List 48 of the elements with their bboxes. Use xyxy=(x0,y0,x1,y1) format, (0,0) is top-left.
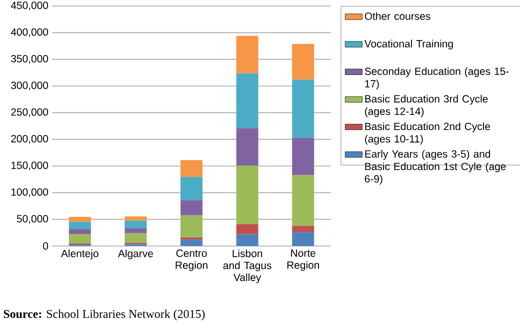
y-tick-label: 0 xyxy=(43,242,48,250)
bar xyxy=(180,200,202,216)
y-tick-label: 200,000 xyxy=(11,135,48,144)
text: Source: School Libraries Network (2015) xyxy=(4,310,205,320)
y-tick-label: 450,000 xyxy=(10,2,48,10)
bar xyxy=(292,175,314,226)
bar xyxy=(124,216,147,221)
bar xyxy=(236,234,258,246)
x-tick-label: Algarve xyxy=(118,250,153,260)
bar xyxy=(180,215,202,238)
bar xyxy=(292,138,314,176)
bar xyxy=(236,224,258,234)
bar xyxy=(180,176,202,200)
bar xyxy=(68,222,91,229)
legend-label: Basic Education 2nd Cycle (ages 10-11) xyxy=(365,122,490,145)
bar xyxy=(68,228,91,234)
x-tick-label: Lisbon and Tagus Valley xyxy=(223,250,272,284)
y-tick-label: 250,000 xyxy=(11,108,48,117)
bar xyxy=(180,240,202,246)
y-tick-label: 400,000 xyxy=(10,28,48,37)
bar xyxy=(236,36,258,74)
bar xyxy=(236,73,258,128)
bar xyxy=(236,165,258,224)
bar xyxy=(180,160,202,177)
bar xyxy=(124,220,147,228)
legend-label: Early Years (ages 3-5) and Basic Education 1st Cyle (age 6-9) xyxy=(364,150,506,185)
bar xyxy=(124,228,147,234)
bar xyxy=(292,80,314,138)
legend-label: Other courses xyxy=(364,12,430,20)
bar xyxy=(292,226,314,232)
bar xyxy=(180,237,202,240)
y-tick-label: 350,000 xyxy=(11,55,48,64)
x-tick-label: Alentejo xyxy=(61,250,98,260)
bar xyxy=(68,216,91,222)
y-tick-label: 300,000 xyxy=(11,82,48,90)
bar xyxy=(292,232,314,246)
bar xyxy=(124,233,147,243)
bar xyxy=(292,44,314,80)
y-tick-label: 50,000 xyxy=(16,215,48,224)
y-tick-label: 150,000 xyxy=(11,162,48,170)
bar xyxy=(68,234,91,244)
x-tick-label: Centro Region xyxy=(176,250,208,271)
bar xyxy=(236,128,258,166)
legend-label: Vocational Training xyxy=(364,40,453,50)
y-tick-label: 100,000 xyxy=(11,188,48,197)
legend-label: Basic Education 3rd Cycle (ages 12-14) xyxy=(365,94,488,118)
x-tick-label: Norte Region xyxy=(287,250,319,271)
legend-label: Seconday Education (ages 15-17) xyxy=(364,67,509,90)
